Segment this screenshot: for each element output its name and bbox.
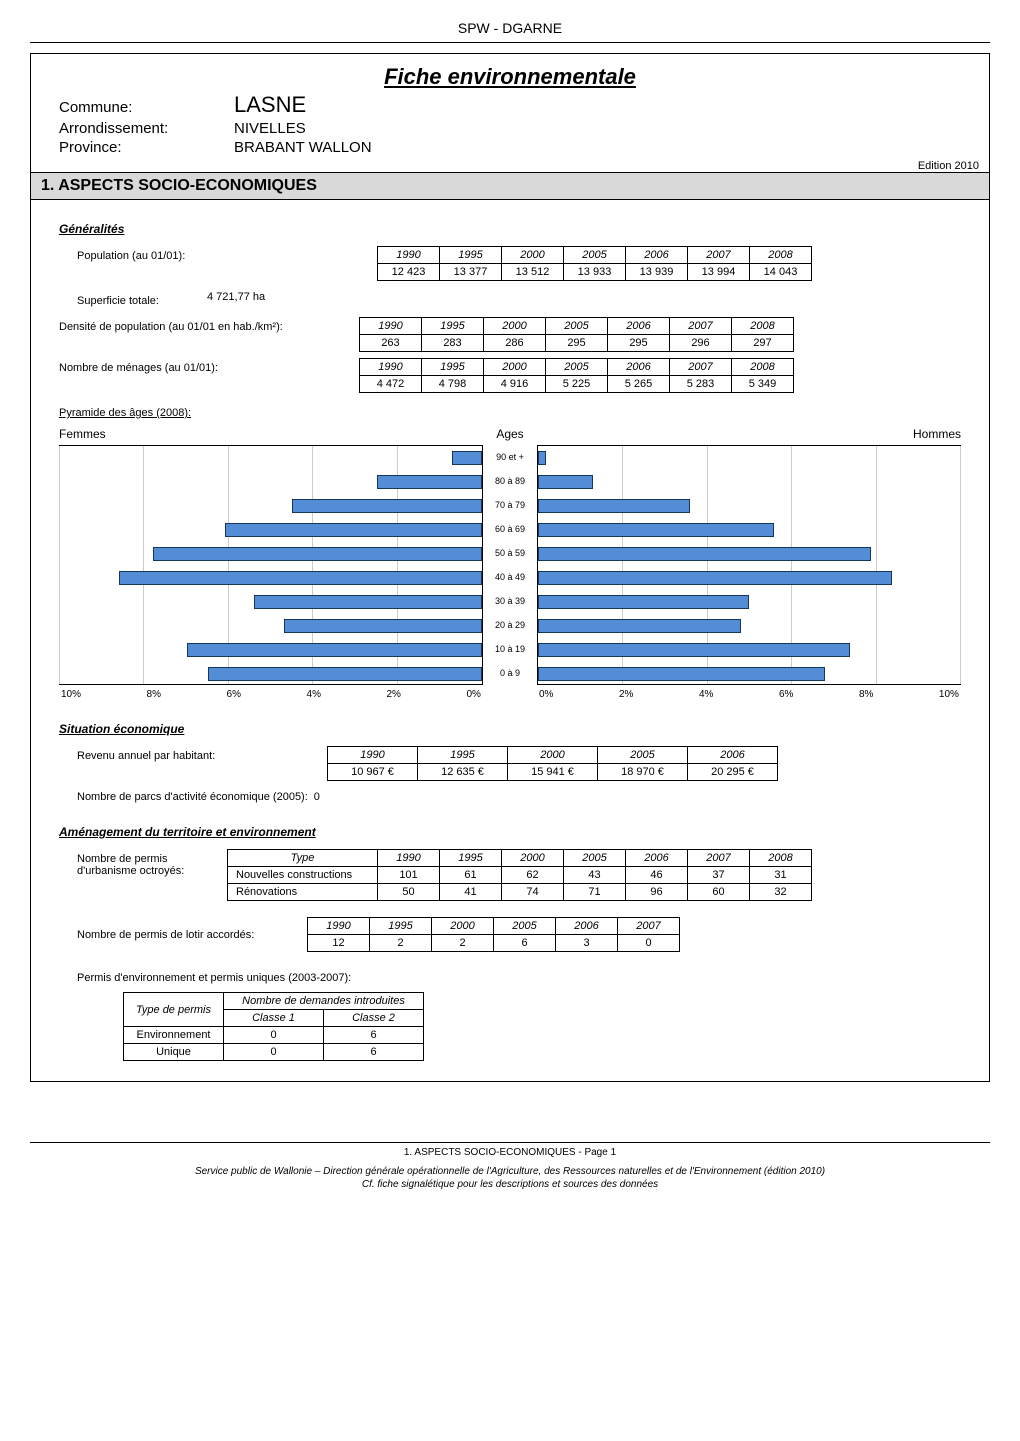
pyramide-label: Pyramide des âges (2008): <box>59 407 961 419</box>
menages-table: 19901995200020052006200720084 4724 7984 … <box>359 358 794 393</box>
revenu-label: Revenu annuel par habitant: <box>77 746 327 762</box>
superficie-value: 4 721,77 ha <box>207 291 265 303</box>
age-band-label: 20 à 29 <box>483 620 537 630</box>
amenagement-heading: Aménagement du territoire et environneme… <box>59 825 961 839</box>
main-panel: Fiche environnementale Commune: LASNE Ar… <box>30 53 990 1082</box>
pyramid-chart-left <box>59 445 483 685</box>
footer-rule <box>30 1142 990 1143</box>
prov-value: BRABANT WALLON <box>234 139 372 156</box>
situation-heading: Situation économique <box>59 722 961 736</box>
pyramid-hommes: Hommes 0%2%4%6%8%10% <box>537 427 961 700</box>
page-footer: 1. ASPECTS SOCIO-ECONOMIQUES - Page 1 Se… <box>30 1142 990 1190</box>
fiche-title: Fiche environnementale <box>31 64 989 90</box>
age-band-label: 0 à 9 <box>483 668 537 678</box>
footer-page: 1. ASPECTS SOCIO-ECONOMIQUES - Page 1 <box>30 1147 990 1158</box>
age-band-label: 70 à 79 <box>483 500 537 510</box>
arr-label: Arrondissement: <box>59 120 234 137</box>
arr-value: NIVELLES <box>234 120 306 137</box>
urbanisme-label: Nombre de permis d'urbanisme octroyés: <box>77 849 227 877</box>
densite-label: Densité de population (au 01/01 en hab./… <box>59 317 359 333</box>
lotir-row: Nombre de permis de lotir accordés: 1990… <box>77 917 961 952</box>
menages-label: Nombre de ménages (au 01/01): <box>59 358 359 374</box>
page-header: SPW - DGARNE <box>30 20 990 43</box>
hommes-label: Hommes <box>537 427 961 441</box>
revenu-row: Revenu annuel par habitant: 199019952000… <box>77 746 961 781</box>
densite-row: Densité de population (au 01/01 en hab./… <box>59 317 961 352</box>
commune-value: LASNE <box>234 92 306 118</box>
pyramid-femmes: Femmes 10%8%6%4%2%0% <box>59 427 483 700</box>
ages-label: Ages <box>483 427 537 441</box>
revenu-table: 1990199520002005200610 967 €12 635 €15 9… <box>327 746 778 781</box>
env-label: Permis d'environnement et permis uniques… <box>77 972 961 984</box>
age-band-label: 50 à 59 <box>483 548 537 558</box>
age-band-label: 10 à 19 <box>483 644 537 654</box>
femmes-label: Femmes <box>59 427 483 441</box>
pyramid: Femmes 10%8%6%4%2%0% Ages 90 et + 80 à 89… <box>59 427 961 700</box>
permis-label-1: Nombre de permis <box>77 853 227 865</box>
urbanisme-table: Type1990199520002005200620072008Nouvelle… <box>227 849 812 901</box>
permis-label-2: d'urbanisme octroyés: <box>77 865 227 877</box>
pyramid-center: Ages 90 et + 80 à 89 70 à 79 60 à 69 50 à 59… <box>483 427 537 700</box>
pyramid-axis-left: 10%8%6%4%2%0% <box>59 689 483 700</box>
densite-table: 1990199520002005200620072008263283286295… <box>359 317 794 352</box>
section-1-content: Généralités Population (au 01/01): 19901… <box>31 200 989 1081</box>
superficie-row: Superficie totale: 4 721,77 ha <box>77 291 961 307</box>
age-band-label: 90 et + <box>483 452 537 462</box>
header-rule <box>30 42 990 43</box>
section-1-title: 1. ASPECTS SOCIO-ECONOMIQUES <box>31 172 989 200</box>
pyramide-block: Pyramide des âges (2008): Femmes 10%8%6%… <box>59 407 961 700</box>
meta-commune: Commune: LASNE <box>59 92 961 118</box>
menages-row: Nombre de ménages (au 01/01): 1990199520… <box>59 358 961 393</box>
parcs-label: Nombre de parcs d'activité économique (2… <box>77 791 308 803</box>
parcs-value: 0 <box>314 791 320 803</box>
org-name: SPW - DGARNE <box>30 20 990 36</box>
pyramid-chart-right <box>537 445 961 685</box>
urbanisme-row: Nombre de permis d'urbanisme octroyés: T… <box>77 849 961 901</box>
population-table: 199019952000200520062007200812 42313 377… <box>377 246 812 281</box>
lotir-table: 1990199520002005200620071222630 <box>307 917 680 952</box>
footer-l1: Service public de Wallonie – Direction g… <box>30 1166 990 1177</box>
meta-province: Province: BRABANT WALLON <box>59 139 961 156</box>
age-band-label: 60 à 69 <box>483 524 537 534</box>
age-band-label: 40 à 49 <box>483 572 537 582</box>
pyramid-axis-right: 0%2%4%6%8%10% <box>537 689 961 700</box>
meta-block: Commune: LASNE Arrondissement: NIVELLES … <box>31 92 989 162</box>
age-band-label: 30 à 39 <box>483 596 537 606</box>
superficie-label: Superficie totale: <box>77 291 207 307</box>
env-table: Type de permisNombre de demandes introdu… <box>123 992 424 1061</box>
edition-label: Edition 2010 <box>31 160 989 172</box>
meta-arrondissement: Arrondissement: NIVELLES <box>59 120 961 137</box>
population-row: Population (au 01/01): 19901995200020052… <box>77 246 961 281</box>
env-block: Permis d'environnement et permis uniques… <box>77 972 961 1061</box>
age-band-label: 80 à 89 <box>483 476 537 486</box>
prov-label: Province: <box>59 139 234 156</box>
population-label: Population (au 01/01): <box>77 246 377 262</box>
lotir-label: Nombre de permis de lotir accordés: <box>77 917 307 941</box>
footer-l2: Cf. fiche signalétique pour les descript… <box>30 1179 990 1190</box>
commune-label: Commune: <box>59 99 234 116</box>
parcs-row: Nombre de parcs d'activité économique (2… <box>77 791 961 803</box>
generalites-heading: Généralités <box>59 222 961 236</box>
